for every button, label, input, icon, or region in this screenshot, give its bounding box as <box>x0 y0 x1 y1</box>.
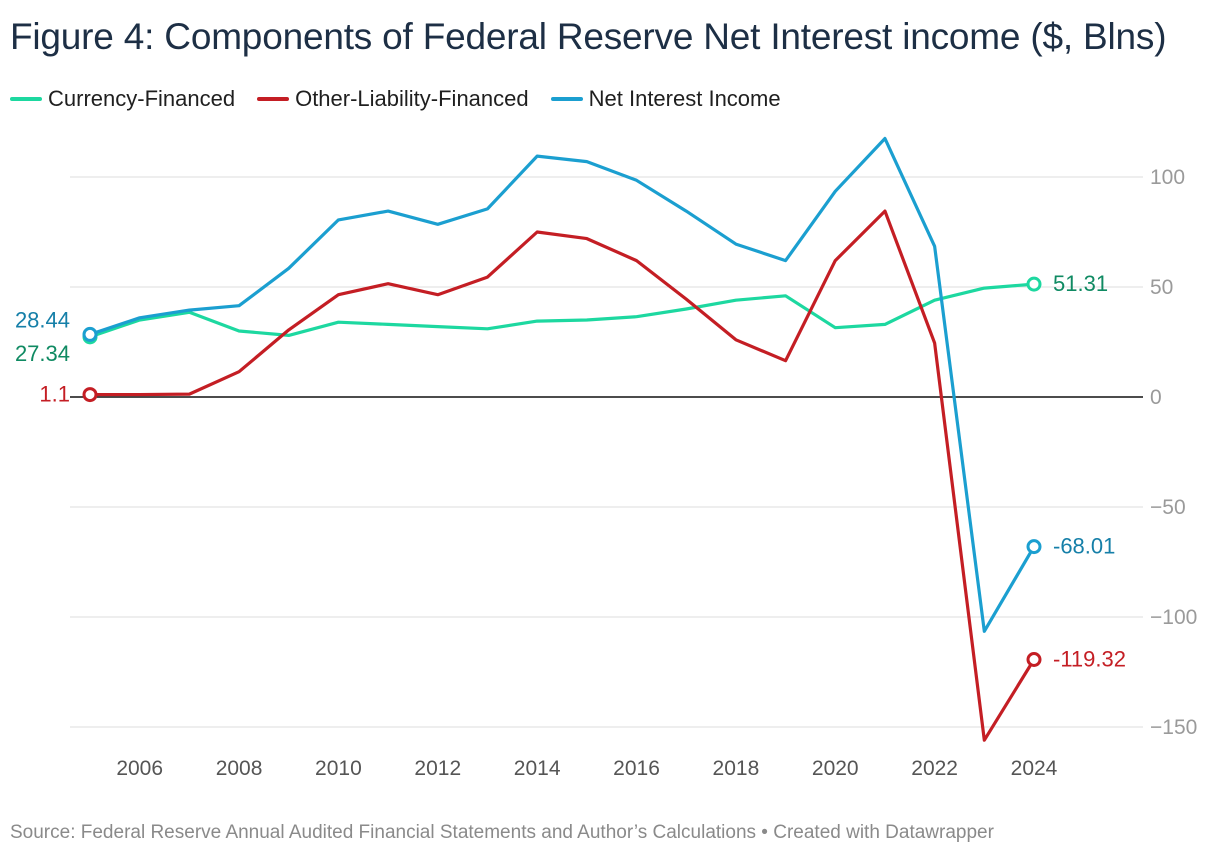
x-tick-label: 2022 <box>911 757 958 780</box>
legend-label-currency-financed: Currency-Financed <box>48 86 236 111</box>
end-marker-currency-financed <box>1026 276 1042 292</box>
y-tick-label: −150 <box>1150 716 1197 739</box>
legend-item-currency-financed: Currency-Financed <box>10 86 235 112</box>
y-tick-label: 50 <box>1150 276 1173 299</box>
x-tick-label: 2018 <box>713 757 760 780</box>
start-value-label-other-liability-financed: 1.1 <box>39 382 70 407</box>
x-tick-label: 2016 <box>613 757 660 780</box>
label-layer: 100 50 0 −50 −100 −150 2006 2008 2010 2012 2014 201… <box>15 166 1197 780</box>
legend-swatch-currency-financed <box>10 97 42 101</box>
x-tick-label: 2024 <box>1011 757 1058 780</box>
legend-label-other-liability-financed: Other-Liability-Financed <box>295 86 529 111</box>
series-layer <box>82 136 1042 742</box>
chart-source-note: Source: Federal Reserve Annual Audited F… <box>10 822 994 843</box>
start-value-label-currency-financed: 27.34 <box>15 341 70 366</box>
end-value-label-other-liability-financed: -119.32 <box>1053 647 1126 672</box>
legend-swatch-net-interest-income <box>550 97 583 101</box>
x-tick-label: 2012 <box>414 757 461 780</box>
start-marker-other-liability-financed <box>82 387 98 403</box>
chart-title: Figure 4: Components of Federal Reserve … <box>10 16 1167 57</box>
y-tick-label: 0 <box>1150 386 1162 409</box>
grid-layer <box>70 176 1143 728</box>
end-marker-net-interest-income <box>1026 539 1042 555</box>
y-tick-label: −50 <box>1150 496 1186 519</box>
x-tick-label: 2010 <box>315 757 362 780</box>
legend-label-net-interest-income: Net Interest Income <box>588 86 781 111</box>
series-line-other-liability-financed <box>88 209 1036 742</box>
legend-swatch-other-liability-financed <box>257 97 290 101</box>
x-tick-label: 2008 <box>216 757 263 780</box>
legend-item-other-liability-financed: Other-Liability-Financed <box>257 86 529 112</box>
series-line-currency-financed <box>88 282 1036 339</box>
legend-item-net-interest-income: Net Interest Income <box>550 86 781 112</box>
end-marker-other-liability-financed <box>1026 652 1042 668</box>
y-tick-label: −100 <box>1150 606 1197 629</box>
x-tick-label: 2014 <box>514 757 561 780</box>
end-value-label-currency-financed: 51.31 <box>1053 271 1108 296</box>
series-line-net-interest-income <box>88 136 1036 633</box>
start-marker-net-interest-income <box>82 326 98 342</box>
start-value-label-net-interest-income: 28.44 <box>15 307 70 332</box>
x-tick-label: 2020 <box>812 757 859 780</box>
x-tick-label: 2006 <box>116 757 163 780</box>
end-value-label-net-interest-income: -68.01 <box>1053 534 1115 559</box>
y-tick-label: 100 <box>1150 166 1185 189</box>
chart-legend: Currency-Financed Other-Liability-Financ… <box>10 86 803 112</box>
